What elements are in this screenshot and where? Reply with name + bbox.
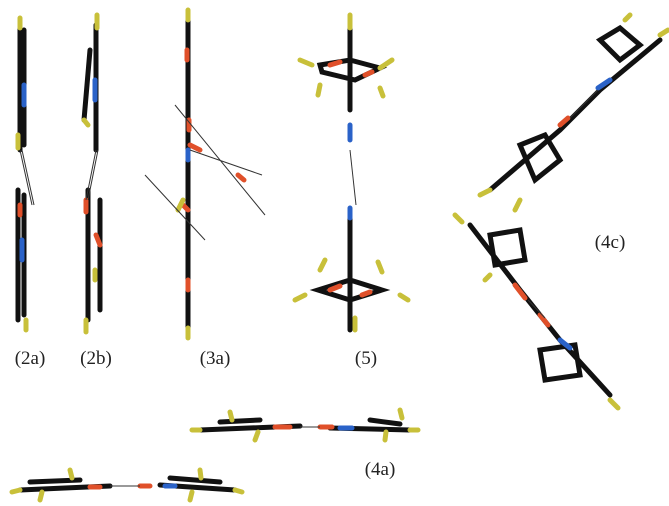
label: (2a) bbox=[15, 348, 46, 369]
molecule-5 bbox=[292, 12, 411, 333]
label: (2b) bbox=[80, 348, 112, 369]
molecule-4a bbox=[9, 407, 421, 503]
label: (3a) bbox=[200, 348, 231, 369]
molecule-2b bbox=[81, 12, 103, 335]
molecule-4c bbox=[452, 12, 669, 411]
label: (5) bbox=[355, 348, 377, 369]
molecule-2a bbox=[15, 15, 35, 333]
molecule-3a bbox=[144, 7, 266, 341]
label: (4c) bbox=[595, 232, 626, 253]
label: (4a) bbox=[365, 459, 396, 480]
